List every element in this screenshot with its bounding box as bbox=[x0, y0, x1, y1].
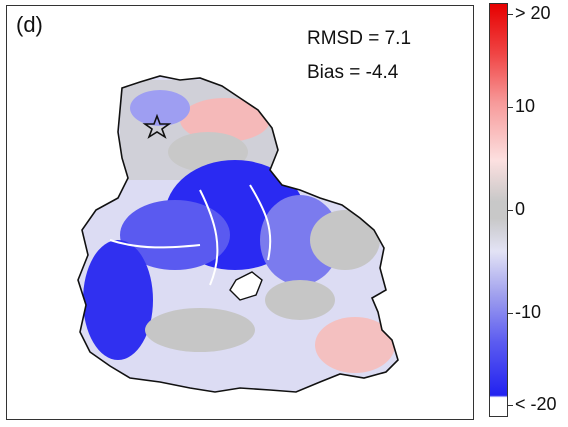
panel-label: (d) bbox=[16, 12, 43, 37]
colorbar bbox=[489, 3, 508, 417]
colorbar-tick-1 bbox=[508, 107, 513, 108]
colorbar-tick-2 bbox=[508, 210, 513, 211]
star-icon bbox=[142, 113, 172, 139]
rmsd-text: RMSD = 7.1 bbox=[307, 28, 412, 49]
colorbar-label-10: 10 bbox=[515, 96, 536, 116]
colorbar-tick-4 bbox=[508, 405, 513, 406]
lake-outline bbox=[229, 271, 263, 301]
colorbar-label-min: < -20 bbox=[515, 394, 557, 414]
colorbar-label-0: 0 bbox=[515, 199, 526, 219]
colorbar-tick-0 bbox=[508, 14, 513, 15]
bias-text: Bias = -4.4 bbox=[307, 62, 399, 83]
bias-field bbox=[78, 76, 398, 392]
colorbar-tick-3 bbox=[508, 313, 513, 314]
colorbar-label-max: > 20 bbox=[515, 3, 551, 23]
colorbar-label-neg10: -10 bbox=[515, 302, 542, 322]
